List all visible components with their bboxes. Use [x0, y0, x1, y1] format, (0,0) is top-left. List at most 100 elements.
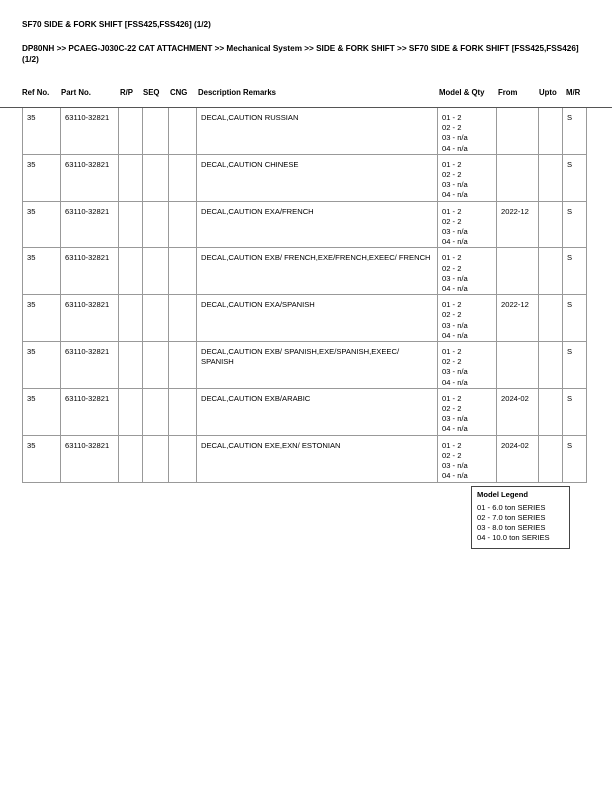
cell-part-no: 63110-32821: [60, 108, 119, 155]
cell-ref-no: 35: [22, 434, 61, 483]
col-upto: Upto: [539, 88, 557, 97]
legend-item: 03 - 8.0 ton SERIES: [477, 523, 546, 532]
cell-mr: S: [562, 200, 587, 249]
qty-line: 03 - n/a: [442, 227, 468, 237]
col-from: From: [498, 88, 518, 97]
qty-line: 04 - n/a: [442, 284, 468, 294]
cell-upto: [538, 247, 563, 296]
cell-model-qty: 01 - 2 02 - 2 03 - n/a 04 - n/a: [437, 247, 497, 296]
cell-from: 2022-12: [496, 200, 539, 249]
qty-line: 03 - n/a: [442, 461, 468, 471]
cell-ref-no: 35: [22, 341, 61, 389]
cell-seq: [142, 341, 169, 389]
cell-seq: [142, 108, 169, 155]
cell-ref-no: 35: [22, 294, 61, 343]
col-part: Part No.: [61, 88, 91, 97]
qty-line: 04 - n/a: [442, 330, 468, 340]
cell-cng: [168, 200, 197, 249]
table-row: 35 63110-32821 DECAL,CAUTION EXB/ FRENCH,E…: [22, 247, 587, 296]
cell-mr: S: [562, 387, 587, 436]
cell-from: [496, 108, 539, 155]
cell-part-no: 63110-32821: [60, 200, 119, 249]
table-row: 35 63110-32821 DECAL,CAUTION EXA/FRENCH 01 …: [22, 200, 587, 249]
cell-mr: S: [562, 153, 587, 202]
cell-model-qty: 01 - 2 02 - 2 03 - n/a 04 - n/a: [437, 200, 497, 249]
qty-line: 04 - n/a: [442, 143, 468, 153]
cell-seq: [142, 387, 169, 436]
cell-from: 2022-12: [496, 294, 539, 343]
parts-table: 35 63110-32821 DECAL,CAUTION RUSSIAN 01 - 2…: [22, 108, 587, 483]
cell-part-no: 63110-32821: [60, 153, 119, 202]
cell-rp: [118, 247, 143, 296]
qty-line: 03 - n/a: [442, 414, 468, 424]
cell-part-no: 63110-32821: [60, 247, 119, 296]
col-seq: SEQ: [143, 88, 160, 97]
cell-description: DECAL,CAUTION EXB/ FRENCH,EXE/FRENCH,EXE…: [196, 247, 438, 296]
qty-line: 02 - 2: [442, 450, 462, 460]
qty-line: 02 - 2: [442, 170, 462, 180]
cell-model-qty: 01 - 2 02 - 2 03 - n/a 04 - n/a: [437, 294, 497, 343]
qty-line: 03 - n/a: [442, 180, 468, 190]
qty-line: 03 - n/a: [442, 273, 468, 283]
cell-rp: [118, 341, 143, 389]
legend-item: 04 - 10.0 ton SERIES: [477, 533, 550, 542]
cell-from: 2024-02: [496, 434, 539, 483]
qty-line: 01 - 2: [442, 113, 462, 122]
cell-description: DECAL,CAUTION EXE,EXN/ ESTONIAN: [196, 434, 438, 483]
cell-rp: [118, 200, 143, 249]
qty-line: 01 - 2: [442, 253, 462, 263]
qty-line: 03 - n/a: [442, 367, 468, 377]
cell-cng: [168, 153, 197, 202]
legend-title: Model Legend: [477, 490, 529, 499]
cell-model-qty: 01 - 2 02 - 2 03 - n/a 04 - n/a: [437, 387, 497, 436]
col-model-qty: Model & Qty: [439, 88, 485, 97]
qty-line: 04 - n/a: [442, 237, 468, 247]
breadcrumb: DP80NH >> PCAEG-J030C-22 CAT ATTACHMENT …: [22, 44, 579, 64]
cell-part-no: 63110-32821: [60, 387, 119, 436]
cell-part-no: 63110-32821: [60, 341, 119, 389]
cell-ref-no: 35: [22, 247, 61, 296]
cell-upto: [538, 341, 563, 389]
table-row: 35 63110-32821 DECAL,CAUTION EXA/SPANISH 01…: [22, 294, 587, 343]
qty-line: 02 - 2: [442, 263, 462, 273]
cell-upto: [538, 294, 563, 343]
qty-line: 02 - 2: [442, 216, 462, 226]
cell-upto: [538, 153, 563, 202]
qty-line: 03 - n/a: [442, 133, 468, 143]
qty-line: 01 - 2: [442, 206, 462, 216]
qty-line: 01 - 2: [442, 159, 462, 169]
table-row: 35 63110-32821 DECAL,CAUTION EXE,EXN/ ESTO…: [22, 434, 587, 483]
qty-line: 02 - 2: [442, 357, 462, 367]
cell-description: DECAL,CAUTION EXB/ SPANISH,EXE/SPANISH,E…: [196, 341, 438, 389]
cell-rp: [118, 387, 143, 436]
cell-rp: [118, 294, 143, 343]
qty-line: 04 - n/a: [442, 424, 468, 434]
col-mr: M/R: [566, 88, 581, 97]
cell-upto: [538, 200, 563, 249]
qty-line: 01 - 2: [442, 300, 462, 310]
cell-mr: S: [562, 294, 587, 343]
cell-mr: S: [562, 341, 587, 389]
cell-cng: [168, 294, 197, 343]
qty-line: 02 - 2: [442, 310, 462, 320]
qty-line: 01 - 2: [442, 347, 462, 357]
cell-part-no: 63110-32821: [60, 294, 119, 343]
cell-ref-no: 35: [22, 200, 61, 249]
cell-description: DECAL,CAUTION RUSSIAN: [196, 108, 438, 155]
cell-rp: [118, 108, 143, 155]
qty-line: 02 - 2: [442, 123, 462, 133]
cell-from: [496, 341, 539, 389]
model-legend: Model Legend 01 - 6.0 ton SERIES 02 - 7.…: [471, 486, 570, 549]
cell-ref-no: 35: [22, 108, 61, 155]
table-row: 35 63110-32821 DECAL,CAUTION EXB/ARABIC 01 …: [22, 387, 587, 436]
qty-line: 03 - n/a: [442, 320, 468, 330]
cell-seq: [142, 153, 169, 202]
cell-model-qty: 01 - 2 02 - 2 03 - n/a 04 - n/a: [437, 108, 497, 155]
qty-line: 01 - 2: [442, 393, 462, 403]
legend-item: 01 - 6.0 ton SERIES: [477, 503, 546, 512]
table-row: 35 63110-32821 DECAL,CAUTION EXB/ SPANISH,…: [22, 341, 587, 389]
cell-seq: [142, 294, 169, 343]
qty-line: 02 - 2: [442, 404, 462, 414]
cell-upto: [538, 387, 563, 436]
qty-line: 04 - n/a: [442, 190, 468, 200]
